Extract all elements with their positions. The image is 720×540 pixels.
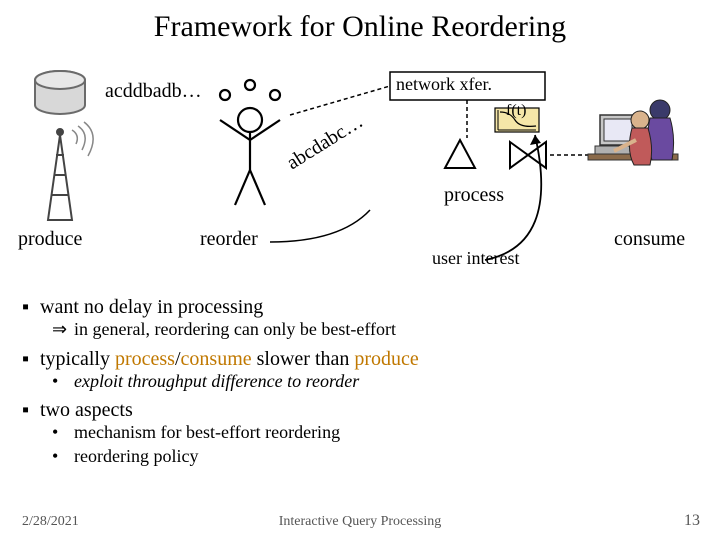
input-stream-label: acddbadb… (105, 80, 202, 103)
bullet-2-1: •exploit throughput difference to reorde… (52, 371, 698, 393)
juggler-icon (220, 80, 280, 205)
reorder-curve (270, 210, 370, 242)
produce-stage-label: produce (18, 228, 82, 251)
bullet-2-seg4: slower than (252, 348, 355, 370)
dashed-connector (290, 86, 390, 115)
bullet-3-1-text: mechanism for best-effort reordering (74, 422, 340, 442)
bullet-marker: ▪ (22, 398, 40, 422)
bullet-2-em1: process (115, 348, 175, 370)
bullet-1: ▪want no delay in processing ⇒in general… (22, 295, 698, 341)
bullet-2-1-text: exploit throughput difference to reorder (74, 371, 359, 391)
bullet-3-1: •mechanism for best-effort reordering (52, 422, 698, 444)
user-interest-label: user interest (432, 248, 519, 269)
bullet-2-em3: produce (354, 348, 418, 370)
diagram-area: acddbadb… network xfer. f(t) abcdabc… pr… (0, 60, 720, 280)
process-stage-label: process (444, 184, 504, 207)
bullet-2: ▪typically process/consume slower than p… (22, 347, 698, 393)
bullet-2-em2: consume (181, 348, 252, 370)
sub-marker: ⇒ (52, 319, 74, 341)
bullet-2-seg0: typically (40, 348, 115, 370)
bullet-1-1: ⇒in general, reordering can only be best… (52, 319, 698, 341)
person-at-computer-icon (588, 100, 678, 165)
bullet-1-1-text: in general, reordering can only be best-… (74, 319, 396, 339)
bullet-3-text: two aspects (40, 399, 133, 421)
database-icon (35, 71, 85, 114)
bullet-marker: ▪ (22, 347, 40, 371)
triangle-operator-icon (445, 140, 475, 168)
bullet-list: ▪want no delay in processing ⇒in general… (22, 295, 698, 469)
sub-marker: • (52, 446, 74, 468)
radio-tower-icon (48, 122, 93, 220)
sub-marker: • (52, 422, 74, 444)
slide-title: Framework for Online Reordering (0, 10, 720, 44)
bullet-1-text: want no delay in processing (40, 296, 263, 318)
slide-root: Framework for Online Reordering (0, 0, 720, 540)
consume-stage-label: consume (614, 228, 685, 251)
bullet-marker: ▪ (22, 295, 40, 319)
footer-page-number: 13 (684, 512, 700, 530)
ft-label: f(t) (506, 102, 526, 120)
reorder-stage-label: reorder (200, 228, 258, 251)
network-xfer-label: network xfer. (396, 74, 492, 95)
bullet-3-2-text: reordering policy (74, 446, 198, 466)
bullet-3: ▪two aspects •mechanism for best-effort … (22, 398, 698, 467)
sub-marker: • (52, 371, 74, 393)
footer-center: Interactive Query Processing (0, 514, 720, 530)
bullet-3-2: •reordering policy (52, 446, 698, 468)
interest-arrowhead (530, 135, 541, 145)
